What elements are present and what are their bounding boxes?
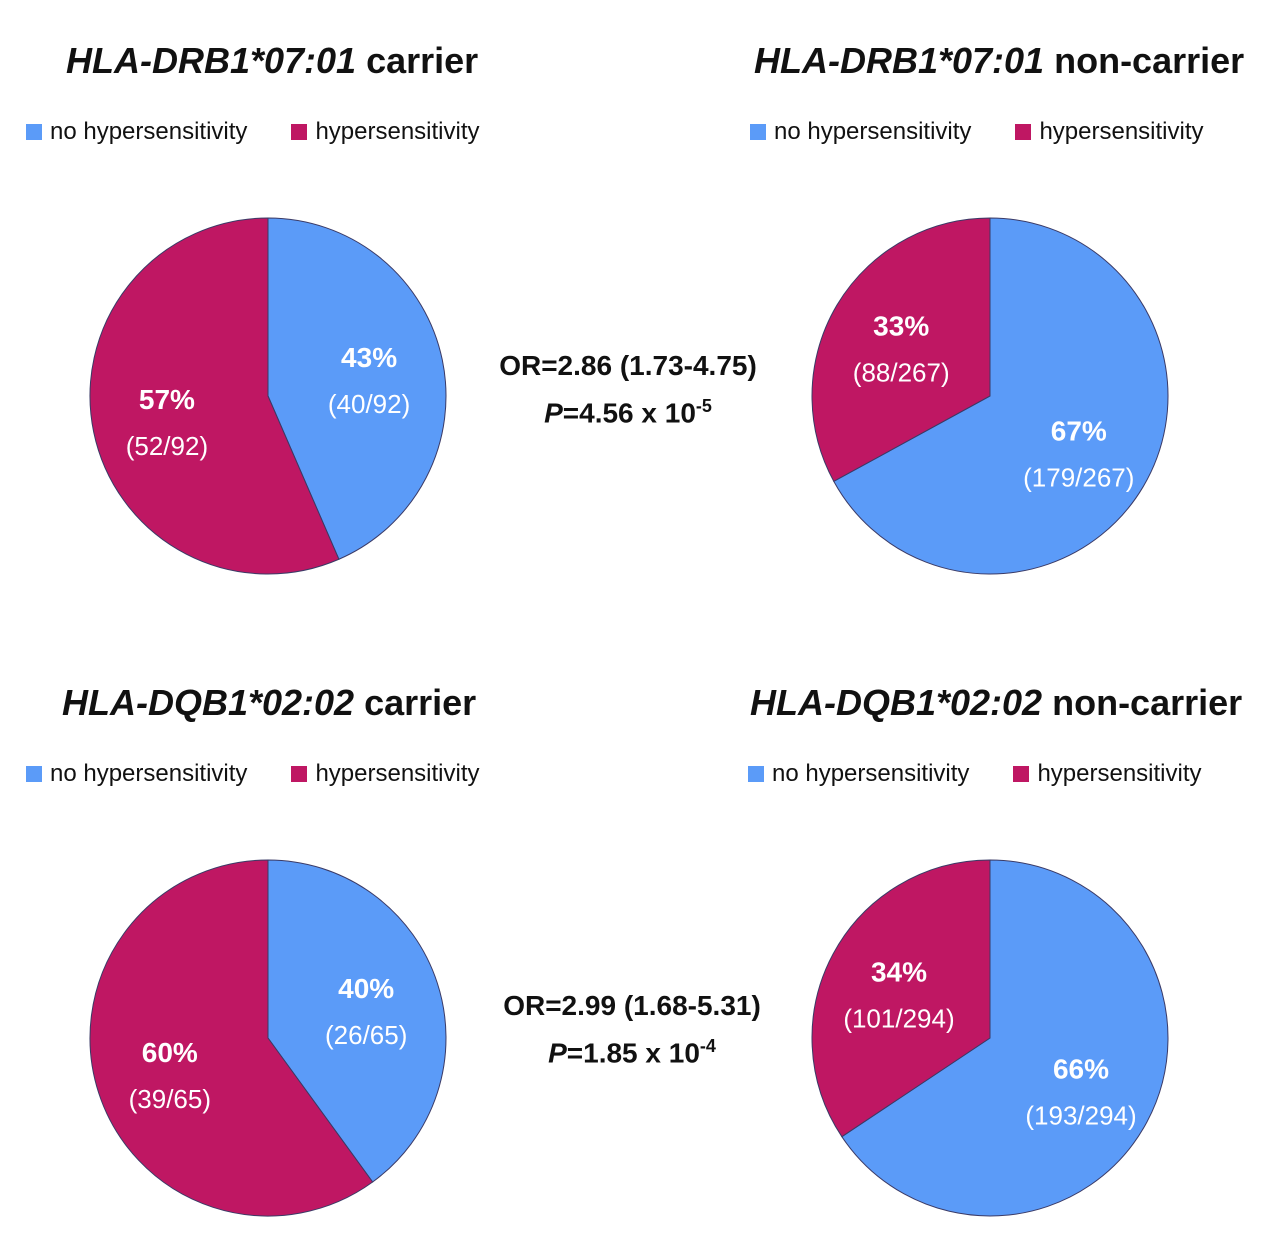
- group-name: non-carrier: [1054, 40, 1245, 81]
- pie-slice-hypersensitivity: [89, 217, 340, 575]
- slice-percent-label: 33%: [873, 310, 929, 341]
- legend-item-no: no hypersensitivity: [748, 760, 969, 788]
- legend-swatch-yes: [1013, 766, 1030, 782]
- slice-count-label: (193/294): [1025, 1101, 1136, 1131]
- legend-label-no: no hypersensitivity: [772, 760, 970, 787]
- pie-panel-drb1-carrier: HLA-DRB1*07:01 carrier no hypersensitivi…: [0, 40, 520, 600]
- panel-title: HLA-DRB1*07:01 non-carrier: [754, 40, 1244, 82]
- panel-title: HLA-DRB1*07:01 carrier: [66, 40, 478, 82]
- pie-slice-hypersensitivity: [811, 217, 991, 483]
- legend-label-yes: hypersensitivity: [1037, 760, 1202, 787]
- panel-title: HLA-DQB1*02:02 carrier: [62, 682, 476, 724]
- p-exponent: -5: [695, 396, 712, 416]
- legend-label-no: no hypersensitivity: [774, 118, 972, 145]
- pie-slice-no-hypersensitivity: [841, 859, 1169, 1217]
- slice-count-label: (40/92): [328, 389, 410, 419]
- p-label: P: [548, 1037, 567, 1069]
- group-name: carrier: [366, 40, 479, 81]
- stats-drb1: OR=2.86 (1.73-4.75) P=4.56 x 10-5: [458, 346, 798, 433]
- legend-swatch-no: [26, 124, 42, 140]
- slice-count-label: (26/65): [325, 1020, 407, 1050]
- slice-percent-label: 67%: [1051, 416, 1107, 447]
- legend-item-no: no hypersensitivity: [26, 760, 247, 788]
- slice-percent-label: 57%: [139, 384, 195, 415]
- odds-ratio-text: OR=2.86 (1.73-4.75): [499, 350, 757, 381]
- legend: no hypersensitivity hypersensitivity: [26, 118, 524, 146]
- p-value: =4.56 x 10: [562, 397, 696, 429]
- group-name: non-carrier: [1052, 682, 1243, 723]
- legend-label-no: no hypersensitivity: [50, 760, 248, 787]
- pie-slice-no-hypersensitivity: [833, 217, 1169, 575]
- p-exponent: -4: [699, 1036, 716, 1056]
- slice-count-label: (39/65): [129, 1084, 211, 1114]
- stats-dqb1: OR=2.99 (1.68-5.31) P=1.85 x 10-4: [462, 986, 802, 1073]
- legend-swatch-yes: [1015, 124, 1032, 140]
- gene-name: HLA-DRB1*07:01: [66, 40, 357, 81]
- pie-slice-hypersensitivity: [89, 859, 374, 1217]
- legend-item-yes: hypersensitivity: [1013, 760, 1202, 788]
- legend-label-yes: hypersensitivity: [1039, 118, 1204, 145]
- gene-name: HLA-DRB1*07:01: [754, 40, 1045, 81]
- legend-swatch-no: [748, 766, 764, 782]
- gene-name: HLA-DQB1*02:02: [62, 682, 355, 723]
- pie-slice-no-hypersensitivity: [267, 217, 447, 560]
- pie-chart-dqb1-noncarrier: 66% (193/294) 34% (101/294): [811, 859, 1169, 1217]
- legend: no hypersensitivity hypersensitivity: [750, 118, 1248, 146]
- legend: no hypersensitivity hypersensitivity: [748, 760, 1246, 788]
- pie-panel-dqb1-carrier: HLA-DQB1*02:02 carrier no hypersensitivi…: [0, 682, 520, 1242]
- legend-item-yes: hypersensitivity: [291, 760, 480, 788]
- slice-count-label: (101/294): [843, 1003, 954, 1033]
- legend-item-yes: hypersensitivity: [291, 118, 480, 146]
- slice-percent-label: 34%: [871, 956, 927, 987]
- pie-chart-drb1-carrier: 43% (40/92) 57% (52/92): [89, 217, 447, 575]
- legend-label-yes: hypersensitivity: [315, 118, 480, 145]
- slice-percent-label: 40%: [338, 973, 394, 1004]
- slice-count-label: (88/267): [853, 357, 950, 387]
- pie-slice-no-hypersensitivity: [267, 859, 447, 1183]
- pie-chart-drb1-noncarrier: 67% (179/267) 33% (88/267): [811, 217, 1169, 575]
- slice-count-label: (179/267): [1023, 463, 1134, 493]
- legend-label-no: no hypersensitivity: [50, 118, 248, 145]
- panel-title: HLA-DQB1*02:02 non-carrier: [750, 682, 1242, 724]
- pie-panel-dqb1-noncarrier: HLA-DQB1*02:02 non-carrier no hypersensi…: [740, 682, 1260, 1242]
- legend-item-yes: hypersensitivity: [1015, 118, 1204, 146]
- slice-percent-label: 60%: [142, 1037, 198, 1068]
- legend-swatch-yes: [291, 766, 308, 782]
- pie-chart-dqb1-carrier: 40% (26/65) 60% (39/65): [89, 859, 447, 1217]
- pie-slice-hypersensitivity: [811, 859, 991, 1138]
- slice-count-label: (52/92): [126, 431, 208, 461]
- legend-item-no: no hypersensitivity: [26, 118, 247, 146]
- group-name: carrier: [364, 682, 477, 723]
- gene-name: HLA-DQB1*02:02: [750, 682, 1043, 723]
- slice-percent-label: 66%: [1053, 1054, 1109, 1085]
- legend-swatch-no: [750, 124, 766, 140]
- slice-percent-label: 43%: [341, 342, 397, 373]
- legend: no hypersensitivity hypersensitivity: [26, 760, 524, 788]
- p-value: =1.85 x 10: [566, 1037, 700, 1069]
- p-value-text: P=4.56 x 10-5: [458, 386, 798, 433]
- legend-swatch-no: [26, 766, 42, 782]
- legend-swatch-yes: [291, 124, 308, 140]
- legend-label-yes: hypersensitivity: [315, 760, 480, 787]
- pie-panel-drb1-noncarrier: HLA-DRB1*07:01 non-carrier no hypersensi…: [740, 40, 1260, 600]
- odds-ratio-text: OR=2.99 (1.68-5.31): [503, 990, 761, 1021]
- p-label: P: [544, 397, 563, 429]
- p-value-text: P=1.85 x 10-4: [462, 1026, 802, 1073]
- legend-item-no: no hypersensitivity: [750, 118, 971, 146]
